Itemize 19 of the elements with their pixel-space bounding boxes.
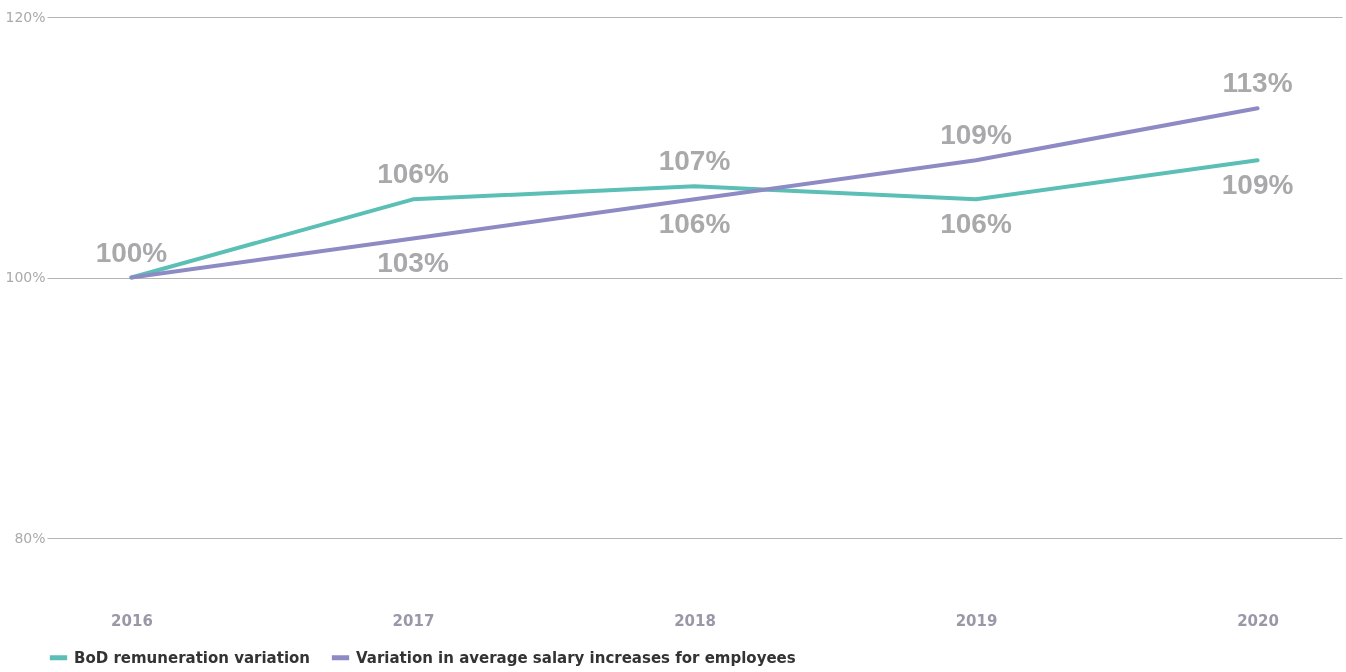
x-tick-label: 2020 <box>1237 611 1279 630</box>
legend-label: BoD remuneration variation <box>74 648 311 667</box>
legend-label: Variation in average salary increases for employees <box>356 648 796 667</box>
y-tick-label: 120% <box>5 8 46 25</box>
data-label: 107% <box>658 145 731 177</box>
x-tick-label: 2018 <box>674 611 716 630</box>
data-label: 100% <box>95 236 168 268</box>
data-label: 106% <box>658 208 731 240</box>
data-label: 109% <box>1221 169 1294 201</box>
data-label: 106% <box>940 208 1012 240</box>
x-tick-label: 2019 <box>955 611 998 630</box>
x-tick-label: 2016 <box>111 611 153 630</box>
y-tick-label: 100% <box>5 269 46 285</box>
data-label: 103% <box>377 247 449 279</box>
data-label: 113% <box>1222 67 1293 99</box>
data-label: 106% <box>377 158 449 190</box>
y-tick-label: 80% <box>14 529 46 546</box>
data-label: 109% <box>940 119 1012 151</box>
x-tick-label: 2017 <box>392 611 435 630</box>
